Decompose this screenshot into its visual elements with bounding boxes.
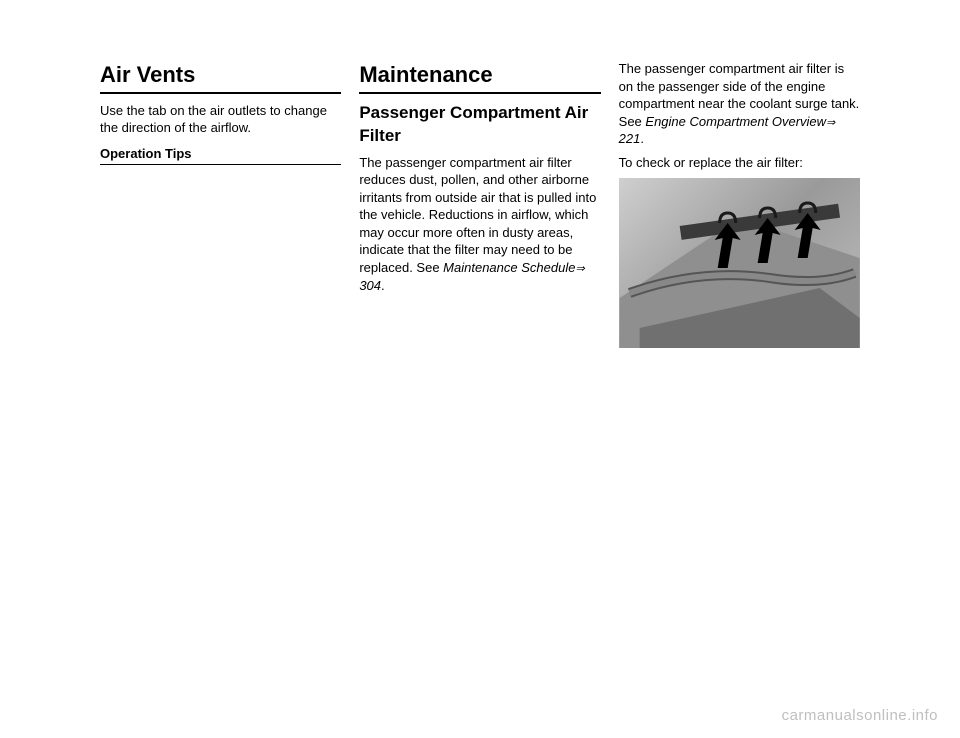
check-replace-instruction: To check or replace the air filter: [619, 154, 860, 172]
column-middle: Maintenance Passenger Compartment Air Fi… [359, 60, 600, 348]
link-icon: ⇒ [826, 116, 835, 131]
maintenance-schedule-page: 304 [359, 278, 381, 293]
link-icon: ⇒ [575, 262, 584, 277]
operation-tips-heading: Operation Tips [100, 145, 341, 166]
air-filter-text: The passenger compartment air filter red… [359, 155, 596, 275]
watermark-text: carmanualsonline.info [782, 707, 938, 724]
period: . [381, 278, 385, 293]
filter-location-text: The passenger compartment air filter is … [619, 60, 860, 148]
air-filter-figure [619, 178, 860, 348]
figure-svg [619, 178, 860, 348]
heading-air-vents: Air Vents [100, 60, 341, 94]
engine-overview-page: 221 [619, 131, 641, 146]
subheading-air-filter: Passenger Compartment Air Filter [359, 102, 600, 148]
engine-overview-ref: Engine Compartment Overview [645, 114, 826, 129]
manual-page: Air Vents Use the tab on the air outlets… [100, 60, 860, 348]
heading-maintenance: Maintenance [359, 60, 600, 94]
column-right: The passenger compartment air filter is … [619, 60, 860, 348]
maintenance-schedule-ref: Maintenance Schedule [443, 260, 575, 275]
column-left: Air Vents Use the tab on the air outlets… [100, 60, 341, 348]
air-vents-description: Use the tab on the air outlets to change… [100, 102, 341, 137]
period: . [640, 131, 644, 146]
air-filter-description: The passenger compartment air filter red… [359, 154, 600, 295]
